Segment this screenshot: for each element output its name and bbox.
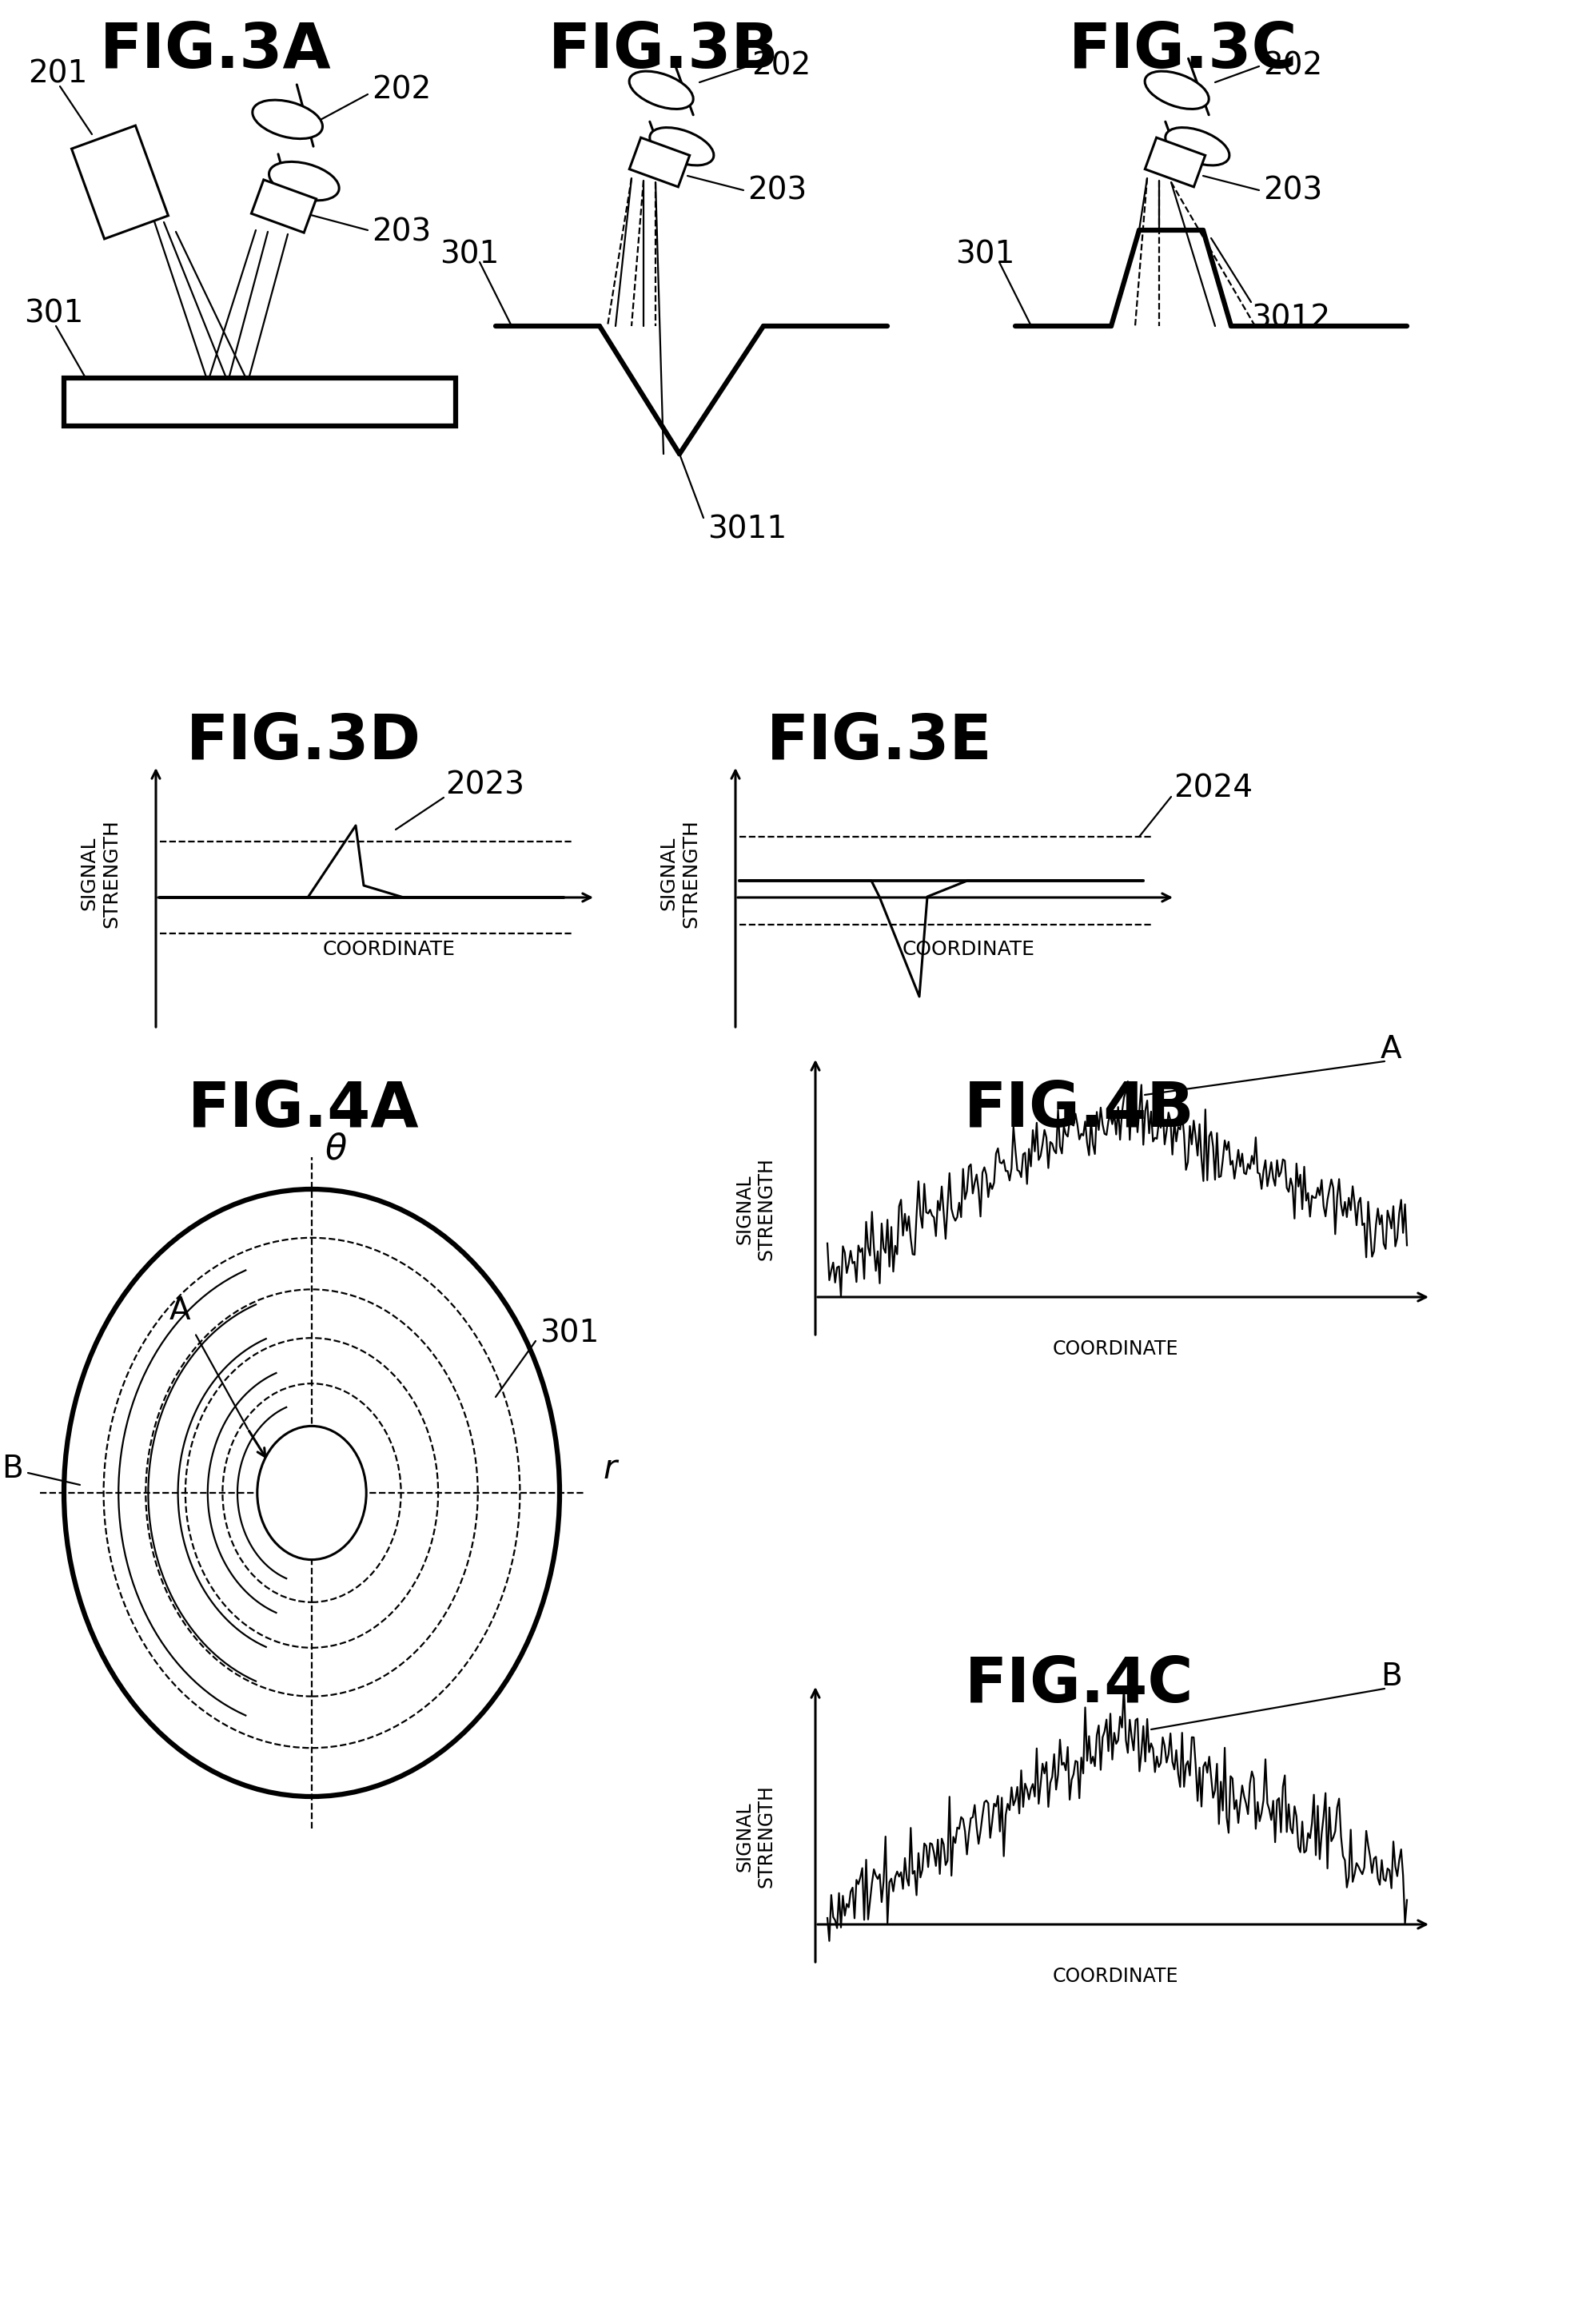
Text: FIG.3B: FIG.3B <box>548 21 779 81</box>
Ellipse shape <box>630 72 693 109</box>
Polygon shape <box>630 137 690 186</box>
Text: 203: 203 <box>1262 174 1323 205</box>
Ellipse shape <box>252 100 322 139</box>
Text: FIG.4B: FIG.4B <box>964 1078 1194 1139</box>
Text: COORDINATE: COORDINATE <box>902 939 1035 960</box>
Text: A: A <box>1380 1034 1401 1064</box>
Text: COORDINATE: COORDINATE <box>322 939 456 960</box>
Text: θ: θ <box>325 1132 346 1167</box>
Text: FIG.3A: FIG.3A <box>100 21 332 81</box>
Text: 3011: 3011 <box>708 514 787 546</box>
Text: FIG.3E: FIG.3E <box>767 711 993 772</box>
Ellipse shape <box>64 1190 559 1796</box>
Text: 301: 301 <box>540 1318 599 1348</box>
Text: 301: 301 <box>955 239 1015 270</box>
Polygon shape <box>252 179 316 232</box>
Ellipse shape <box>257 1427 367 1559</box>
Bar <box>64 379 456 425</box>
Text: FIG.4A: FIG.4A <box>188 1078 419 1139</box>
Text: B: B <box>1380 1662 1401 1692</box>
Text: 203: 203 <box>371 216 430 246</box>
Polygon shape <box>1144 137 1205 186</box>
Text: SIGNAL
STRENGTH: SIGNAL STRENGTH <box>735 1785 776 1887</box>
Text: COORDINATE: COORDINATE <box>1052 1339 1178 1360</box>
Text: SIGNAL
STRENGTH: SIGNAL STRENGTH <box>735 1157 776 1260</box>
Text: 203: 203 <box>748 174 807 205</box>
Text: B: B <box>2 1455 22 1485</box>
Text: 301: 301 <box>24 300 83 330</box>
Text: SIGNAL
STRENGTH: SIGNAL STRENGTH <box>658 818 700 927</box>
Text: A: A <box>169 1294 191 1325</box>
Ellipse shape <box>1165 128 1229 165</box>
Text: FIG.3D: FIG.3D <box>186 711 421 772</box>
Text: 202: 202 <box>751 51 811 81</box>
Polygon shape <box>72 125 169 239</box>
Ellipse shape <box>269 163 340 200</box>
Text: r: r <box>604 1452 617 1485</box>
Text: FIG.3C: FIG.3C <box>1068 21 1298 81</box>
Ellipse shape <box>650 128 714 165</box>
Text: SIGNAL
STRENGTH: SIGNAL STRENGTH <box>80 818 121 927</box>
Ellipse shape <box>1144 72 1208 109</box>
Text: COORDINATE: COORDINATE <box>1052 1966 1178 1987</box>
Text: 2023: 2023 <box>445 769 524 802</box>
Text: 201: 201 <box>29 58 88 91</box>
Text: 2024: 2024 <box>1173 774 1253 804</box>
Text: 202: 202 <box>371 74 430 105</box>
Text: 202: 202 <box>1262 51 1323 81</box>
Text: FIG.4C: FIG.4C <box>964 1655 1194 1715</box>
Text: 3012: 3012 <box>1251 302 1331 332</box>
Text: 301: 301 <box>440 239 499 270</box>
